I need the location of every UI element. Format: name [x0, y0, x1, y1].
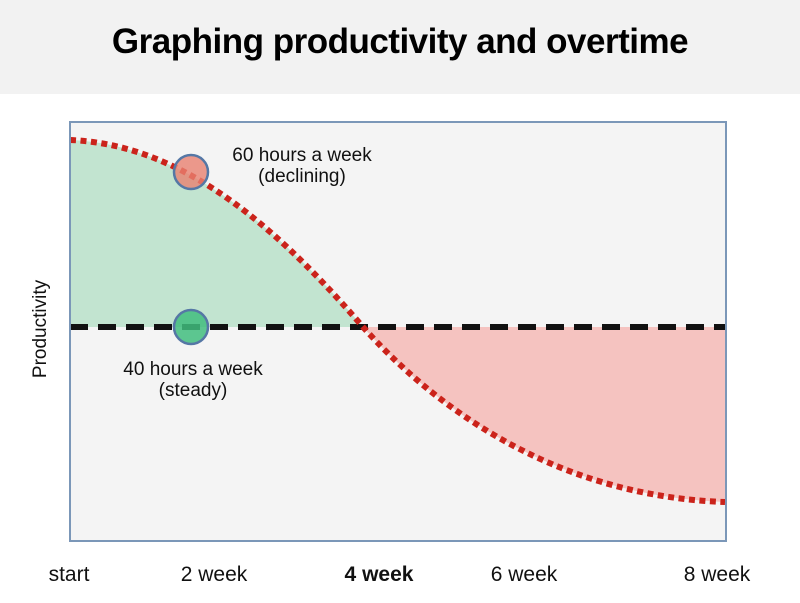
gain-shaded-region	[70, 140, 363, 327]
title-band	[0, 0, 800, 94]
x-tick-8-week: 8 week	[683, 563, 751, 586]
productivity-chart	[69, 121, 727, 542]
declining-60h-curve	[69, 137, 726, 505]
declining-annotation-line1: 60 hours a week	[232, 145, 372, 166]
x-tick-start: start	[48, 563, 90, 586]
declining-annotation-line2: (declining)	[258, 166, 346, 187]
x-tick-6-week: 6 week	[490, 563, 558, 586]
steady-annotation: 40 hours a week (steady)	[112, 359, 274, 401]
steady-annotation-line2: (steady)	[158, 380, 228, 401]
x-tick-2-week: 2 week	[180, 563, 248, 586]
x-tick-4-week: 4 week	[344, 563, 414, 586]
declining-marker	[172, 153, 210, 191]
steady-annotation-line1: 40 hours a week	[123, 359, 263, 380]
y-axis-label: Productivity	[30, 279, 51, 379]
x-axis: start 2 week 4 week 6 week 8 week	[0, 564, 800, 590]
plot-border	[69, 121, 727, 542]
page-title: Graphing productivity and overtime	[111, 22, 689, 61]
loss-shaded-region	[363, 327, 725, 502]
steady-marker	[172, 308, 210, 346]
declining-annotation: 60 hours a week (declining)	[221, 145, 383, 187]
